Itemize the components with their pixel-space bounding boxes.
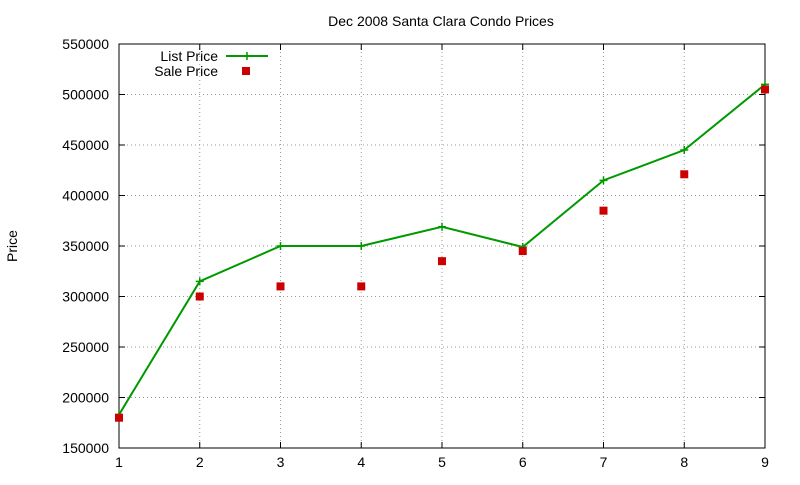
sale-price-point (115, 413, 123, 422)
y-tick-label: 500000 (62, 87, 109, 103)
list-price-line (118, 83, 766, 416)
x-tick-label: 1 (115, 454, 123, 470)
y-tick-label: 200000 (62, 390, 109, 406)
legend-label-sale-price: Sale Price (154, 63, 218, 79)
tick-labels: 1500002000002500003000003500004000004500… (62, 36, 769, 470)
y-tick-label: 250000 (62, 339, 109, 355)
list-price-point (680, 146, 689, 155)
list-price-point (195, 277, 204, 286)
y-tick-label: 550000 (62, 36, 109, 52)
list-price-point (599, 176, 608, 185)
y-axis-title: Price (4, 230, 20, 262)
x-tick-label: 5 (438, 454, 446, 470)
sale-price-point (599, 206, 608, 215)
x-tick-label: 6 (519, 454, 527, 470)
sale-price-point (680, 170, 689, 179)
y-tick-label: 350000 (62, 238, 109, 254)
sale-price-point (195, 292, 204, 301)
axes (118, 43, 766, 449)
sale-price-point (276, 282, 285, 291)
series (115, 80, 769, 422)
list-price-point (438, 222, 446, 231)
sale-price-point (357, 282, 366, 291)
sale-price-point (438, 257, 446, 266)
legend-label-list-price: List Price (160, 48, 218, 64)
list-price-point (357, 242, 366, 250)
y-tick-label: 150000 (62, 440, 109, 456)
y-tick-label: 300000 (62, 289, 109, 305)
legend-marker-list-price (243, 52, 251, 60)
y-tick-label: 450000 (62, 137, 109, 153)
x-tick-label: 7 (600, 454, 608, 470)
list-price-point (276, 242, 285, 250)
x-tick-label: 9 (761, 454, 769, 470)
x-tick-label: 4 (357, 454, 365, 470)
y-tick-label: 400000 (62, 188, 109, 204)
sale-price-point (761, 85, 769, 94)
grid (119, 44, 765, 448)
x-tick-label: 8 (680, 454, 688, 470)
series-list-price (115, 80, 769, 419)
x-tick-label: 2 (196, 454, 204, 470)
legend-swatch-sale-price (242, 67, 250, 75)
series-sale-price (115, 85, 769, 422)
x-tick-label: 3 (277, 454, 285, 470)
sale-price-point (518, 247, 527, 256)
chart-title: Dec 2008 Santa Clara Condo Prices (328, 13, 554, 29)
